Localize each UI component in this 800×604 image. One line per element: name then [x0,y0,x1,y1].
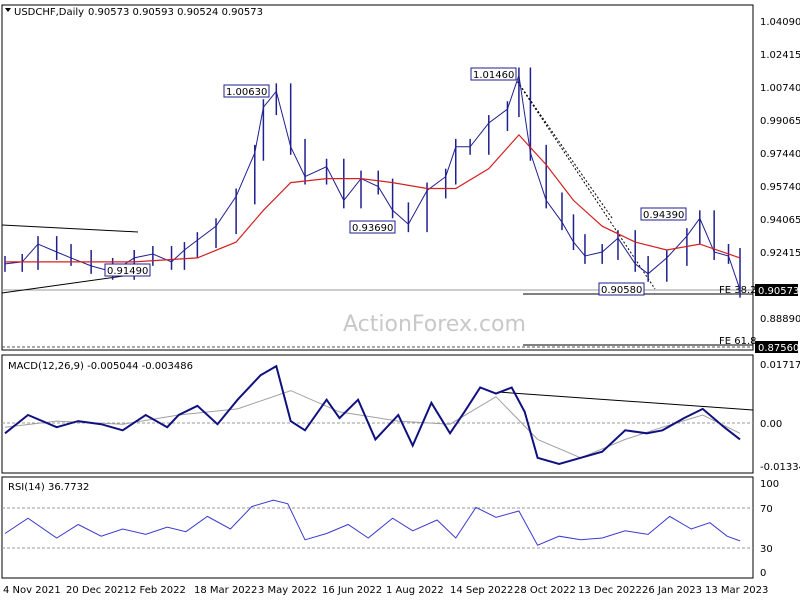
rsi-tick-label: 30 [760,544,773,555]
rsi-tick-label: 0 [760,568,766,579]
x-axis: 4 Nov 2021 20 Dec 2021 2 Feb 2022 18 Mar… [3,585,768,596]
collapse-triangle-icon[interactable] [5,8,11,12]
fe-61-label: FE 61.8 [719,336,757,347]
level-label-1: 1.00630 [226,87,267,98]
rsi-panel [1,476,754,579]
level-label-2: 1.01460 [473,70,514,81]
dashed-trend-line[interactable] [512,74,613,219]
macd-tick-label: 0.017176 [760,360,800,371]
price-tick-label: 0.97440 [760,149,800,160]
lower-level-box [755,341,798,353]
x-tick-label: 13 Dec 2022 [578,585,642,596]
x-tick-label: 20 Dec 2021 [66,585,130,596]
x-tick-label: 1 Aug 2022 [386,585,444,596]
x-tick-label: 18 Mar 2022 [194,585,257,596]
rsi-tick-label: 70 [760,504,773,515]
level-label-3: 0.93690 [352,223,393,234]
level-box [223,84,270,98]
price-tick-label: 0.95740 [760,182,800,193]
macd-title: MACD(12,26,9) -0.005044 -0.003486 [8,361,193,372]
current-price-label: 0.90573 [758,286,799,297]
price-tick-label: 0.99065 [760,116,800,127]
macd-trend-line[interactable] [497,391,754,411]
dashed-trend-line-2[interactable] [512,74,656,290]
watermark-text: ActionForex.com [343,312,526,337]
macd-signal-line [4,390,741,459]
level-label-6: 0.90580 [601,285,642,296]
macd-tick-label: 0.00 [760,419,782,430]
x-tick-label: 28 Oct 2022 [514,585,576,596]
rsi-line [4,499,741,546]
level-label-4: 0.94390 [643,210,684,221]
x-tick-label: 16 Jun 2022 [322,585,382,596]
triangle-upper-line[interactable] [1,224,139,233]
price-y-axis: 1.04090 1.02415 1.00740 0.99065 0.97440 … [760,17,800,325]
price-tick-label: 1.00740 [760,83,800,94]
price-tick-label: 1.02415 [760,50,800,61]
price-tick-label: 1.04090 [760,17,800,28]
macd-panel [1,354,754,474]
price-tick-label: 0.94065 [760,215,800,226]
x-tick-label: 4 Nov 2021 [3,585,61,596]
macd-tick-label: -0.01334 [760,462,800,473]
macd-main-line [4,364,741,465]
level-box [640,207,687,221]
level-box [470,67,517,81]
fe-38-label: FE 38.2 [719,285,757,296]
level-labels: 1.00630 1.01460 0.93690 0.94390 0.91490 … [104,67,687,296]
x-tick-label: 2 Feb 2022 [130,585,186,596]
current-price-box [755,284,798,296]
lower-level-label: 0.87560 [758,343,799,354]
triangle-lower-line[interactable] [1,273,139,294]
x-tick-label: 3 May 2022 [258,585,317,596]
x-tick-label: 14 Sep 2022 [450,585,513,596]
level-label-5: 0.91490 [107,266,148,277]
rsi-tick-label: 100 [760,479,779,490]
x-tick-label: 13 Mar 2023 [705,585,768,596]
rsi-title: RSI(14) 36.7732 [8,482,89,493]
level-box [104,263,151,277]
price-tick-label: 0.92415 [760,248,800,259]
x-tick-label: 26 Jan 2023 [642,585,702,596]
price-tick-label: 0.88890 [760,314,800,325]
price-close-line [4,75,741,290]
price-bars [4,67,741,298]
ohlc-label: 0.90573 0.90593 0.90524 0.90573 [88,7,263,18]
moving-average-line [5,134,741,263]
level-box [349,220,396,234]
level-box [598,282,645,296]
price-panel [1,4,754,351]
symbol-label: USDCHF,Daily [14,7,84,18]
